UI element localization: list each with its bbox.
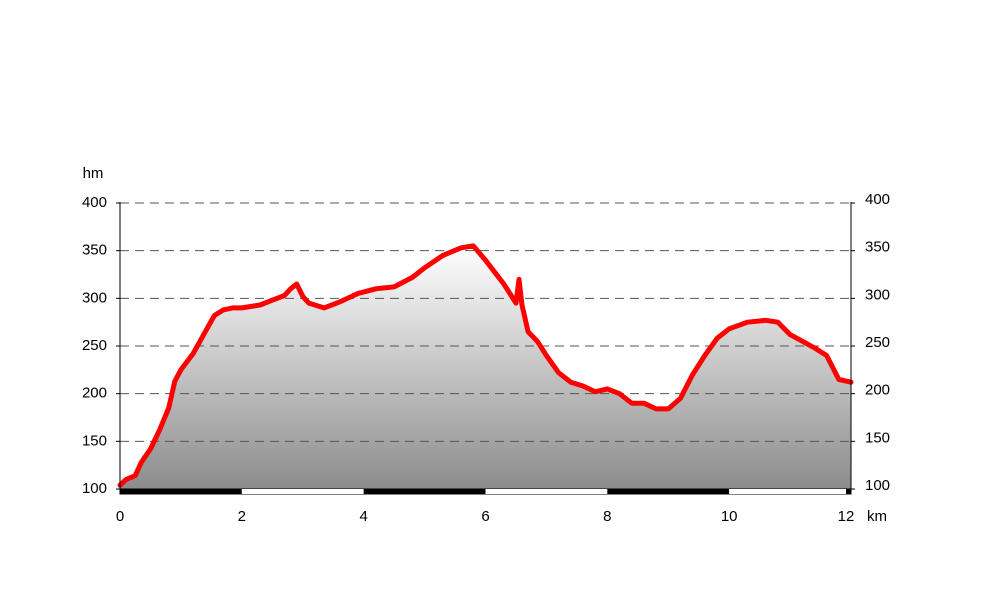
y-tick-label-right-300: 300	[865, 286, 890, 303]
y-tick-label-left-100: 100	[82, 480, 107, 497]
x-tick-label-0: 0	[116, 508, 124, 525]
y-tick-label-right-100: 100	[865, 477, 890, 494]
y-tick-label-right-200: 200	[865, 382, 890, 399]
grid-layer	[120, 202, 851, 442]
y-tick-label-left-150: 150	[82, 432, 107, 449]
x-tick-label-6: 6	[481, 508, 489, 525]
elevation-area	[120, 245, 851, 489]
scale-bar-segment-1	[241, 489, 364, 494]
x-tick-label-4: 4	[359, 508, 367, 525]
area-layer	[120, 245, 851, 489]
y-tick-label-right-350: 350	[865, 239, 890, 256]
y-tick-label-right-400: 400	[865, 191, 890, 208]
y-tick-label-left-400: 400	[82, 194, 107, 211]
scale-bar-segment-0	[120, 489, 242, 494]
elevation-line	[117, 243, 854, 488]
x-tick-label-12: 12	[838, 508, 855, 525]
y-tick-label-left-300: 300	[82, 289, 107, 306]
y-tick-label-right-150: 150	[865, 429, 890, 446]
x-tick-label-8: 8	[603, 508, 611, 525]
scale-bar-end	[846, 489, 851, 494]
scale-bar-segment-5	[729, 489, 851, 494]
x-tick-label-10: 10	[721, 508, 738, 525]
scale-bar-segment-4	[607, 489, 730, 494]
y-tick-label-right-250: 250	[865, 334, 890, 351]
scale-bar-segment-3	[485, 489, 608, 494]
scale-bar	[119, 488, 852, 495]
line-layer	[117, 243, 854, 488]
y-tick-label-left-250: 250	[82, 337, 107, 354]
y-tick-label-left-350: 350	[82, 242, 107, 259]
y-unit-label: hm	[83, 165, 104, 182]
axis-layer	[116, 202, 855, 490]
x-tick-label-2: 2	[238, 508, 246, 525]
y-tick-label-left-200: 200	[82, 385, 107, 402]
x-unit-label: km	[867, 508, 887, 525]
scale-bar-segment-2	[363, 489, 486, 494]
